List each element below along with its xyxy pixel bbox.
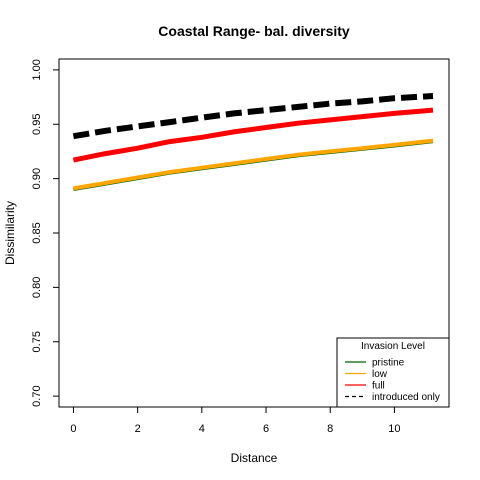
- series-line-full: [72, 107, 434, 163]
- y-axis-label: Dissimilarity: [3, 201, 17, 265]
- y-axis: 0.70 0.75 0.80 0.85 0.90 0.95 1.00: [31, 59, 60, 407]
- y-tick-label: 0.85: [31, 222, 43, 243]
- y-tick-label: 1.00: [31, 59, 43, 80]
- series-layer: [72, 93, 434, 191]
- legend-entry-label: introduced only: [372, 392, 440, 403]
- y-tick-label: 0.80: [31, 277, 43, 298]
- y-tick-label: 0.70: [31, 385, 43, 406]
- legend-title: Invasion Level: [361, 341, 425, 352]
- x-axis-label: Distance: [231, 451, 278, 465]
- series-line-introduced-only: [72, 93, 434, 140]
- y-tick-label: 0.90: [31, 168, 43, 189]
- y-tick-label: 0.95: [31, 114, 43, 135]
- legend-box: [336, 337, 450, 408]
- x-tick-label: 4: [199, 423, 205, 435]
- y-tick-label: 0.75: [31, 331, 43, 352]
- legend-entry-label: full: [372, 381, 385, 392]
- x-axis: 0 2 4 6 8 10: [70, 406, 401, 435]
- x-tick-label: 6: [263, 423, 269, 435]
- legend-entry-label: low: [372, 369, 388, 380]
- chart-title: Coastal Range- bal. diversity: [158, 23, 350, 39]
- x-tick-label: 8: [327, 423, 333, 435]
- x-tick-label: 0: [70, 423, 76, 435]
- x-tick-label: 10: [388, 423, 400, 435]
- x-tick-label: 2: [135, 423, 141, 435]
- legend: Invasion Level pristinelowfullintroduced…: [336, 337, 450, 408]
- series-line-low: [73, 138, 434, 191]
- legend-entry-label: pristine: [372, 358, 405, 369]
